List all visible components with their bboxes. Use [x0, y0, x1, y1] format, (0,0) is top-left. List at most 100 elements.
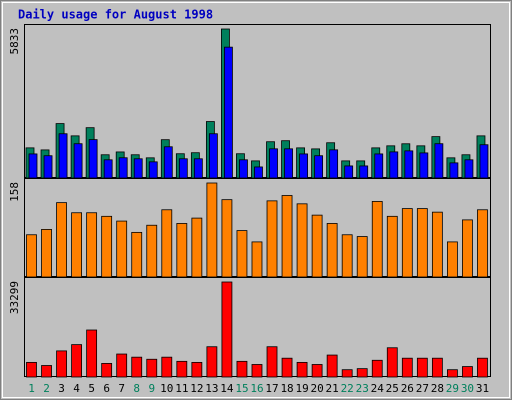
bar [71, 344, 82, 378]
x-tick-label: 10 [160, 382, 173, 395]
x-tick-label: 20 [311, 382, 324, 395]
bar [251, 364, 263, 378]
chart-title: Daily usage for August 1998 [18, 8, 213, 22]
bar [73, 143, 83, 179]
bar [41, 365, 52, 378]
bar [371, 359, 383, 378]
bar [118, 157, 128, 179]
bar [56, 202, 67, 278]
bar [101, 363, 113, 378]
x-tick-label: 22 [341, 382, 354, 395]
x-tick-label: 2 [43, 382, 50, 395]
bar [314, 155, 324, 179]
x-tick-label: 28 [431, 382, 444, 395]
bar [416, 208, 428, 278]
bar [116, 353, 128, 378]
bar [281, 357, 293, 378]
bar [462, 366, 473, 378]
bar [477, 357, 488, 378]
bar [193, 158, 203, 179]
bar [311, 214, 323, 278]
bar [326, 354, 338, 378]
x-tick-label: 23 [356, 382, 369, 395]
x-tick-label: 7 [118, 382, 125, 395]
bar [26, 361, 37, 378]
bar [221, 281, 233, 378]
bar [431, 357, 443, 378]
bar [161, 356, 173, 378]
bar [206, 346, 218, 378]
bar [447, 241, 458, 278]
x-tick-label: 25 [386, 382, 399, 395]
bar [224, 46, 233, 179]
x-tick-label: 30 [461, 382, 474, 395]
x-tick-label: 16 [250, 382, 263, 395]
x-tick-label: 12 [190, 382, 203, 395]
bar [101, 215, 113, 278]
bar [191, 217, 203, 278]
bar [374, 153, 384, 179]
bar [148, 161, 158, 179]
bar [266, 346, 278, 378]
bar [296, 361, 308, 378]
bar [176, 223, 188, 278]
bar [401, 357, 413, 378]
bar [477, 209, 488, 278]
y-max-label: 158 [8, 182, 21, 202]
bar [326, 223, 338, 278]
bar [386, 215, 398, 278]
x-tick-label: 24 [371, 382, 385, 395]
bar [71, 212, 82, 278]
bar [28, 153, 38, 179]
bar [41, 229, 52, 278]
x-tick-label: 19 [295, 382, 308, 395]
bar [449, 162, 459, 179]
x-tick-label: 17 [265, 382, 278, 395]
bar [86, 212, 98, 278]
bar [344, 165, 354, 179]
bar [299, 153, 308, 179]
x-tick-label: 6 [103, 382, 110, 395]
bar [269, 148, 278, 179]
bar [281, 195, 293, 278]
bar [88, 139, 98, 179]
x-tick-label: 4 [73, 382, 80, 395]
bar [251, 241, 263, 278]
x-tick-label: 21 [326, 382, 339, 395]
x-tick-label: 27 [416, 382, 429, 395]
bar [356, 236, 368, 278]
bar [86, 329, 98, 378]
bar [341, 369, 353, 378]
bar [479, 144, 489, 179]
x-tick-label: 15 [235, 382, 248, 395]
x-tick-label: 8 [133, 382, 140, 395]
bar [329, 149, 339, 179]
bar [359, 165, 369, 179]
bar [26, 234, 37, 278]
bar [163, 146, 173, 179]
bar [221, 199, 233, 278]
y-max-label: 5833 [8, 28, 21, 55]
bar [146, 358, 158, 378]
bar [116, 220, 128, 278]
bar [389, 151, 399, 179]
bar [386, 347, 398, 378]
bar [416, 357, 428, 378]
x-tick-label: 14 [220, 382, 234, 395]
bar [236, 360, 248, 378]
x-tick-label: 1 [28, 382, 35, 395]
bar [208, 133, 218, 179]
x-tick-label: 26 [401, 382, 414, 395]
bar [56, 350, 67, 378]
x-tick-label: 13 [205, 382, 218, 395]
bar [254, 166, 263, 179]
bar [176, 360, 188, 378]
bar [103, 159, 113, 179]
bar [131, 231, 143, 278]
bar [133, 158, 143, 179]
bar [464, 159, 474, 179]
x-tick-label: 29 [446, 382, 459, 395]
bar [191, 361, 203, 378]
